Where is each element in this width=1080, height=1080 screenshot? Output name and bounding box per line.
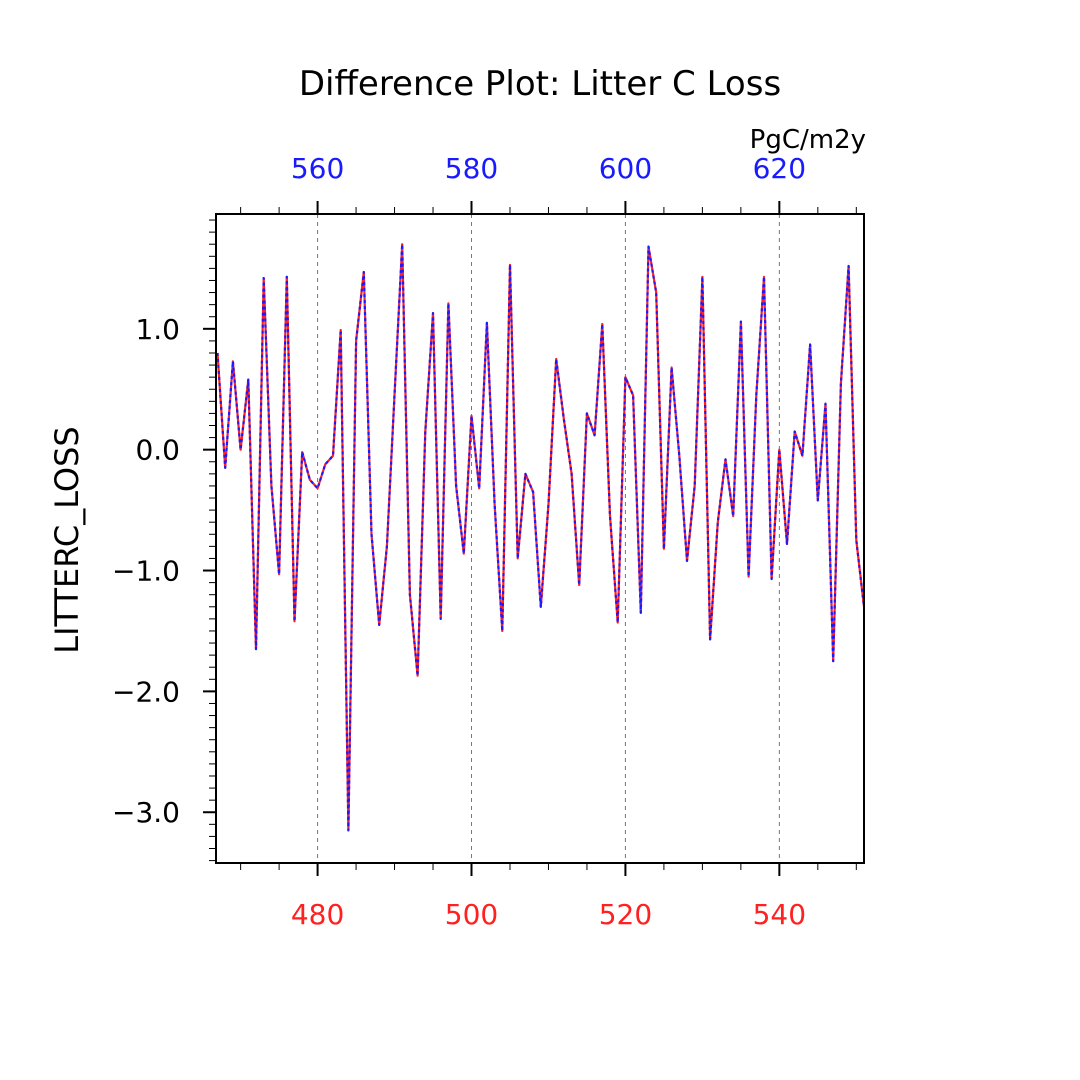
bottom-tick-label: 480 xyxy=(291,898,344,931)
y-axis-label: LITTERC_LOSS xyxy=(48,426,86,654)
bottom-tick-label: 500 xyxy=(445,898,498,931)
y-tick-label: −1.0 xyxy=(112,555,180,588)
y-tick-label: 1.0 xyxy=(135,313,180,346)
units-label: PgC/m2y xyxy=(750,125,866,155)
top-tick-label: 600 xyxy=(599,152,652,185)
chart-title: Difference Plot: Litter C Loss xyxy=(299,64,781,104)
axis-ticks xyxy=(203,201,857,876)
bottom-tick-label: 540 xyxy=(753,898,806,931)
series-line-b xyxy=(216,243,866,832)
top-tick-label: 620 xyxy=(753,152,806,185)
series-line-a xyxy=(216,243,866,832)
series-group xyxy=(216,243,866,832)
plot-frame xyxy=(215,213,865,864)
bottom-tick-label: 520 xyxy=(599,898,652,931)
y-tick-label: −2.0 xyxy=(112,675,180,708)
y-tick-label: −3.0 xyxy=(112,796,180,829)
tick-labels: 480 500 520 540 560 580 600 620 1.0 0.0 −1.0 −2.0 −3… xyxy=(112,152,806,931)
top-tick-label: 580 xyxy=(445,152,498,185)
top-tick-label: 560 xyxy=(291,152,344,185)
y-tick-label: 0.0 xyxy=(135,434,180,467)
